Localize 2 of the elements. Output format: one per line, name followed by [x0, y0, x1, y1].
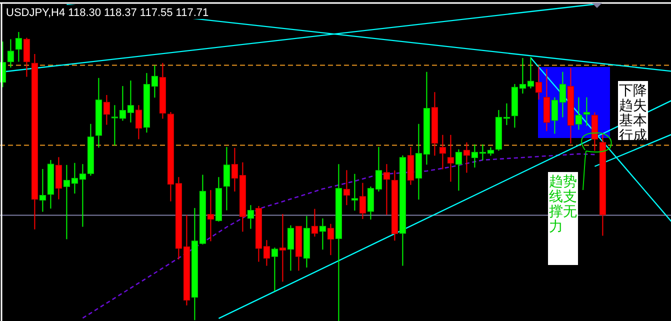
chart-title: USDJPY,H4 118.30 118.37 117.55 117.71 — [6, 7, 209, 19]
annotation: 趋势线支撑无力 — [549, 174, 577, 235]
